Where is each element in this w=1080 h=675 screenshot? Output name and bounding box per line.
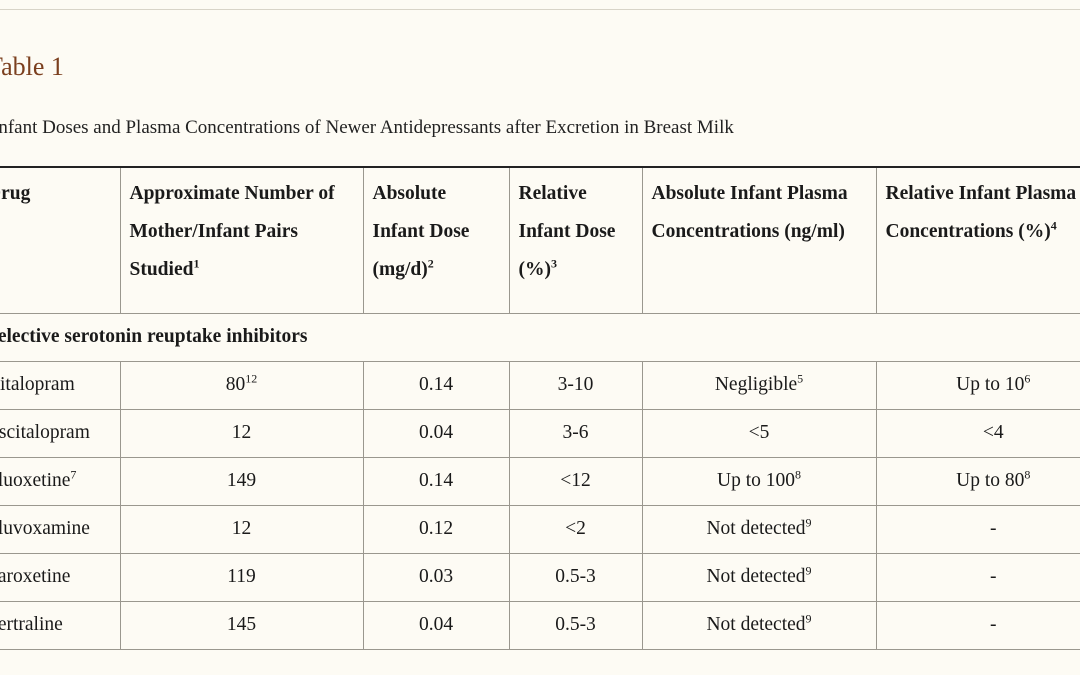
cell-relative-plasma: - — [875, 505, 1080, 554]
cell-drug: Citalopram — [0, 361, 120, 410]
cell-pairs: 12 — [119, 505, 363, 554]
header-relative-plasma: Relative Infant Plasma Concentrations (%… — [875, 167, 1080, 314]
header-drug: Drug — [0, 167, 120, 314]
cell-absolute-dose: 0.03 — [362, 553, 509, 602]
cell-relative-plasma: <4 — [875, 409, 1080, 458]
header-relative-dose: Relative Infant Dose (%)3 — [508, 167, 642, 314]
table-row: Escitalopram 12 0.04 3-6 <5 <4 — [0, 409, 1080, 458]
cell-absolute-plasma: <5 — [641, 409, 876, 458]
cell-relative-dose: 3-10 — [508, 361, 642, 410]
cell-pairs: 119 — [119, 553, 363, 602]
cell-relative-dose: <2 — [508, 505, 642, 554]
cell-absolute-plasma: Negligible5 — [641, 361, 876, 410]
section-row: Selective serotonin reuptake inhibitors — [0, 313, 1080, 362]
top-divider — [0, 9, 1080, 10]
table-row: Fluoxetine7 149 0.14 <12 Up to 1008 Up t… — [0, 457, 1080, 506]
table-caption: Infant Doses and Plasma Concentrations o… — [0, 117, 734, 138]
cell-absolute-dose: 0.14 — [362, 457, 509, 506]
cell-drug: Sertraline — [0, 601, 120, 650]
table-row: Paroxetine 119 0.03 0.5-3 Not detected9 … — [0, 553, 1080, 602]
table-row: Fluvoxamine 12 0.12 <2 Not detected9 - — [0, 505, 1080, 554]
cell-relative-plasma: Up to 106 — [875, 361, 1080, 410]
cell-absolute-plasma: Not detected9 — [641, 601, 876, 650]
cell-absolute-plasma: Not detected9 — [641, 505, 876, 554]
cell-pairs: 145 — [119, 601, 363, 650]
cell-absolute-dose: 0.12 — [362, 505, 509, 554]
cell-pairs: 12 — [119, 409, 363, 458]
section-label: Selective serotonin reuptake inhibitors — [0, 313, 1080, 362]
header-absolute-dose: Absolute Infant Dose (mg/d)2 — [362, 167, 509, 314]
cell-drug: Escitalopram — [0, 409, 120, 458]
table-title: Table 1 — [0, 52, 64, 81]
cell-absolute-dose: 0.04 — [362, 409, 509, 458]
cell-drug: Fluvoxamine — [0, 505, 120, 554]
cell-pairs: 149 — [119, 457, 363, 506]
cell-relative-dose: 0.5-3 — [508, 553, 642, 602]
table-row: Sertraline 145 0.04 0.5-3 Not detected9 … — [0, 601, 1080, 650]
cell-relative-plasma: - — [875, 601, 1080, 650]
cell-absolute-plasma: Up to 1008 — [641, 457, 876, 506]
cell-relative-dose: 0.5-3 — [508, 601, 642, 650]
cell-relative-plasma: - — [875, 553, 1080, 602]
header-pairs: Approximate Number of Mother/Infant Pair… — [119, 167, 363, 314]
cell-relative-plasma: Up to 808 — [875, 457, 1080, 506]
table-row: Citalopram 8012 0.14 3-10 Negligible5 Up… — [0, 361, 1080, 410]
cell-absolute-plasma: Not detected9 — [641, 553, 876, 602]
data-table: Drug Approximate Number of Mother/Infant… — [0, 166, 1080, 650]
cell-absolute-dose: 0.14 — [362, 361, 509, 410]
header-absolute-plasma: Absolute Infant Plasma Concentrations (n… — [641, 167, 876, 314]
cell-drug: Fluoxetine7 — [0, 457, 120, 506]
cell-relative-dose: <12 — [508, 457, 642, 506]
cell-pairs: 8012 — [119, 361, 363, 410]
cell-absolute-dose: 0.04 — [362, 601, 509, 650]
table-header-row: Drug Approximate Number of Mother/Infant… — [0, 167, 1080, 314]
cell-drug: Paroxetine — [0, 553, 120, 602]
cell-relative-dose: 3-6 — [508, 409, 642, 458]
